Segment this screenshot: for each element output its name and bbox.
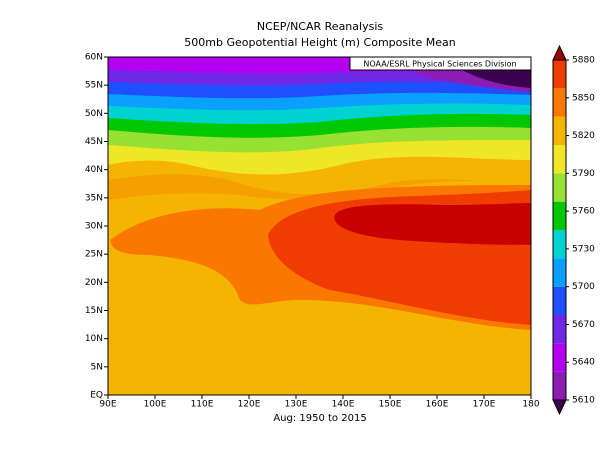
y-tick-label: 15N	[85, 306, 103, 316]
colorbar-label: 5850	[572, 93, 595, 103]
colorbar-segment	[553, 286, 566, 315]
y-tick-label: 30N	[85, 222, 103, 232]
x-tick-label: 170E	[473, 400, 496, 410]
x-tick-label: 110E	[191, 400, 214, 410]
y-tick-label: EQ	[90, 391, 103, 401]
band	[108, 255, 218, 395]
colorbar-segment	[553, 88, 566, 117]
colorbar-label: 5700	[572, 282, 595, 292]
colorbar-segment	[553, 116, 566, 145]
y-tick-label: 25N	[85, 250, 103, 260]
colorbar-label: 5820	[572, 131, 595, 141]
y-tick-label: 20N	[85, 278, 103, 288]
colorbar-end	[552, 44, 567, 61]
colorbar-segment	[553, 60, 566, 89]
y-tick-label: 45N	[85, 137, 103, 147]
x-tick-label: 90E	[99, 400, 116, 410]
x-tick-label: 180	[522, 400, 539, 410]
colorbar-segment	[553, 258, 566, 287]
axes: 90E 100E 110E 120E 130E 140E 150E 160E 170E 180 EQ…	[85, 53, 540, 410]
colorbar-segment	[553, 173, 566, 202]
colorbar-end	[552, 399, 567, 416]
colorbar-label: 5610	[572, 396, 595, 406]
x-tick-label: 150E	[379, 400, 402, 410]
y-tick-label: 5N	[91, 362, 103, 372]
colorbar-label: 5760	[572, 207, 595, 217]
x-tick-label: 120E	[238, 400, 261, 410]
field: NOAA/ESRL Physical Sciences Division	[107, 56, 532, 396]
period: Aug: 1950 to 2015	[273, 413, 366, 424]
colorbar-segment	[553, 371, 566, 400]
credit: NOAA/ESRL Physical Sciences Division	[363, 60, 516, 69]
colorbar-segment	[553, 315, 566, 344]
colorbar-label: 5790	[572, 169, 595, 179]
colorbar-label: 5880	[572, 56, 595, 66]
x-tick-label: 140E	[332, 400, 355, 410]
colorbar-segment	[553, 201, 566, 230]
y-tick-label: 40N	[85, 165, 103, 175]
colorbar-segment	[553, 230, 566, 259]
x-tick-label: 100E	[144, 400, 167, 410]
colorbar: 5610 5640 5670 5700 5730 5760 5790 5820 5850 5880	[552, 44, 595, 416]
credit-box	[349, 56, 532, 71]
y-tick-label: 35N	[85, 193, 103, 203]
band	[334, 203, 531, 245]
x-tick-label: 130E	[285, 400, 308, 410]
y-tick-label: 10N	[85, 334, 103, 344]
x-tick-label: 160E	[426, 400, 449, 410]
colorbar-segment	[553, 145, 566, 174]
colorbar-label: 5640	[572, 358, 595, 368]
colorbar-segment	[553, 343, 566, 372]
y-tick-label: 50N	[85, 109, 103, 119]
colorbar-label: 5670	[572, 320, 595, 330]
colorbar-label: 5730	[572, 244, 595, 254]
colorbar-frame	[552, 59, 567, 401]
y-tick-label: 55N	[85, 81, 103, 91]
title: NCEP/NCAR Reanalysis	[257, 20, 383, 33]
y-tick-label: 60N	[85, 53, 103, 63]
subtitle: 500mb Geopotential Height (m) Composite …	[184, 36, 455, 49]
